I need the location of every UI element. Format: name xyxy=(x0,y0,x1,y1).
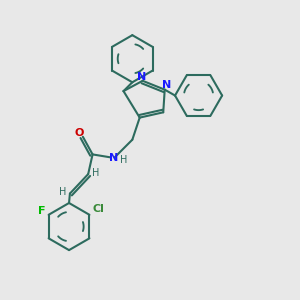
Text: N: N xyxy=(110,153,119,163)
Text: F: F xyxy=(38,206,45,216)
Text: O: O xyxy=(75,128,84,138)
Text: Cl: Cl xyxy=(93,205,104,214)
Text: N: N xyxy=(162,80,171,90)
Text: N: N xyxy=(137,72,146,82)
Text: H: H xyxy=(120,155,128,165)
Text: H: H xyxy=(92,168,99,178)
Text: H: H xyxy=(58,187,66,197)
